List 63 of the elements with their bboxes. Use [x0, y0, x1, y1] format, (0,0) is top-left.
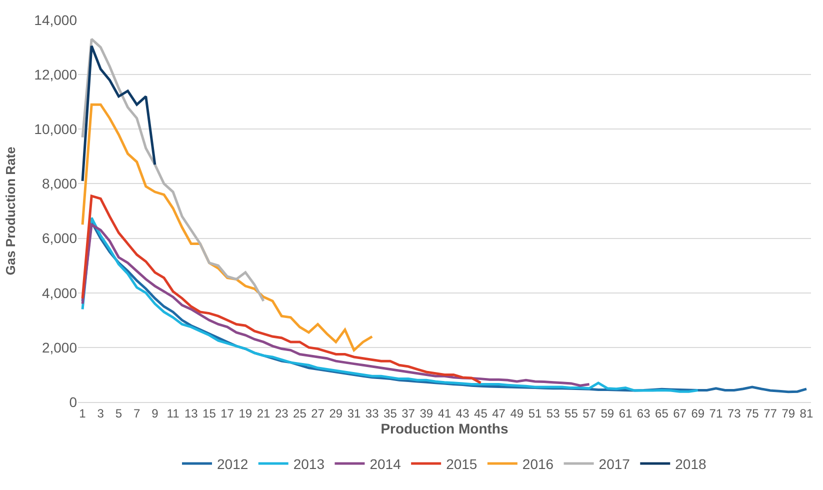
- x-tick-label: 81: [800, 406, 814, 420]
- x-tick-label: 13: [184, 406, 198, 420]
- x-tick-label: 67: [673, 406, 687, 420]
- x-tick-label: 11: [166, 406, 180, 420]
- x-tick-label: 5: [115, 406, 122, 420]
- legend-label: 2016: [522, 456, 554, 472]
- x-tick-label: 25: [293, 406, 307, 420]
- x-tick-label: 3: [97, 406, 104, 420]
- y-tick-label: 8,000: [42, 176, 78, 192]
- x-tick-label: 37: [402, 406, 416, 420]
- x-tick-label: 35: [384, 406, 398, 420]
- x-tick-label: 75: [746, 406, 760, 420]
- x-tick-label: 79: [782, 406, 796, 420]
- x-tick-label: 51: [528, 406, 542, 420]
- x-tick-label: 55: [564, 406, 578, 420]
- x-tick-label: 73: [727, 406, 742, 420]
- y-tick-label: 0: [69, 394, 78, 410]
- x-tick-label: 71: [709, 406, 723, 420]
- legend-label: 2012: [217, 456, 248, 472]
- x-tick-label: 9: [152, 406, 159, 420]
- x-tick-label: 59: [600, 406, 614, 420]
- x-tick-label: 63: [636, 406, 651, 420]
- x-tick-label: 61: [618, 406, 632, 420]
- legend-label: 2018: [675, 456, 707, 472]
- x-axis-title: Production Months: [380, 420, 508, 437]
- legend-label: 2013: [293, 456, 325, 472]
- x-tick-label: 33: [365, 406, 380, 420]
- line-series: [81, 103, 374, 352]
- x-tick-label: 19: [238, 406, 252, 420]
- x-tick-label: 31: [347, 406, 362, 420]
- y-tick-label: 6,000: [42, 230, 78, 246]
- x-tick-label: 69: [691, 406, 705, 420]
- x-tick-label: 23: [274, 406, 289, 420]
- x-tick-label: 27: [311, 406, 325, 420]
- y-tick-label: 4,000: [42, 284, 78, 301]
- y-axis-title: Gas Production Rate: [3, 146, 18, 276]
- x-tick-label: 7: [133, 406, 140, 420]
- y-tick-label: 12,000: [34, 66, 78, 82]
- line-series: [81, 223, 591, 387]
- x-tick-label: 15: [202, 406, 216, 420]
- legend-label: 2015: [446, 456, 478, 472]
- x-tick-label: 41: [438, 406, 452, 420]
- x-tick-label: 43: [456, 406, 470, 420]
- legend-label: 2014: [370, 456, 402, 472]
- x-tick-label: 1: [79, 406, 86, 420]
- x-tick-label: 65: [655, 406, 669, 420]
- x-tick-label: 57: [582, 406, 596, 420]
- x-tick-label: 17: [220, 406, 234, 420]
- x-tick-label: 49: [510, 406, 524, 420]
- y-tick-label: 2,000: [42, 339, 78, 356]
- x-tick-label: 21: [256, 406, 271, 420]
- x-tick-label: 53: [546, 406, 560, 420]
- x-tick-label: 45: [474, 406, 488, 420]
- legend-label: 2017: [598, 456, 630, 472]
- x-tick-label: 47: [492, 406, 506, 420]
- line-series: [81, 194, 482, 384]
- y-tick-label: 10,000: [34, 121, 78, 138]
- x-tick-label: 29: [329, 406, 343, 420]
- line-series: [81, 44, 156, 182]
- x-tick-label: 39: [420, 406, 434, 420]
- x-tick-label: 77: [764, 406, 778, 420]
- line-series: [81, 38, 265, 302]
- y-tick-label: 14,000: [34, 12, 78, 28]
